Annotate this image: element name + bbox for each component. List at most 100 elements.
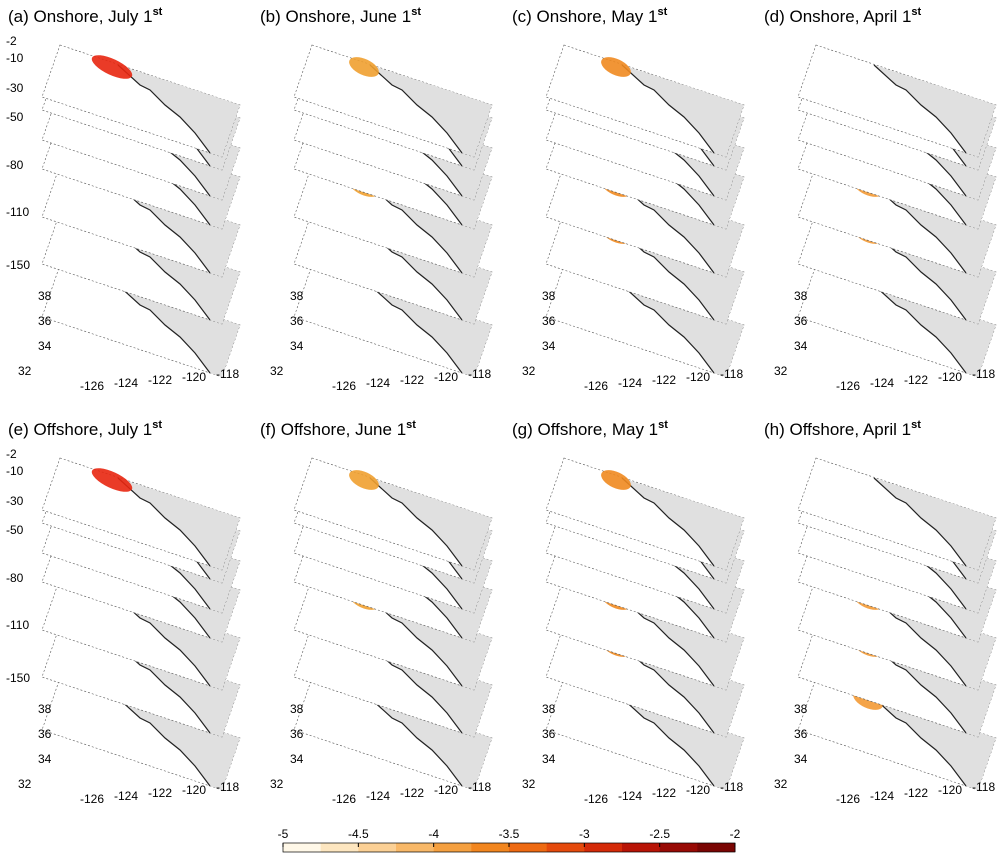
depth-label: -110 (6, 618, 29, 632)
lon-label: -126 (584, 792, 608, 806)
coastline (621, 697, 715, 787)
land (370, 232, 492, 324)
lat-label: 38 (542, 702, 556, 716)
panel-title-text: (a) Onshore, July 1 (8, 7, 153, 26)
coastline (117, 477, 211, 567)
coastline (873, 597, 967, 687)
depth-label: -80 (6, 571, 24, 585)
lon-label: -118 (972, 367, 995, 381)
colorbar-label: -2 (730, 827, 741, 841)
lat-label: 36 (290, 314, 304, 328)
panel-title-sup: st (911, 6, 921, 18)
colorbar-step (358, 843, 397, 852)
lon-label: -126 (80, 379, 104, 393)
coastline (873, 644, 967, 734)
lat-label: 34 (290, 339, 304, 353)
lon-label: -126 (584, 379, 608, 393)
panel-title: (b) Onshore, June 1st (260, 6, 421, 26)
lat-label: 36 (794, 727, 808, 741)
lon-label: -120 (686, 370, 710, 384)
lon-label: -120 (938, 370, 962, 384)
lat-label: 34 (290, 752, 304, 766)
coastline (873, 231, 967, 321)
coastline (369, 697, 463, 787)
lon-label: -120 (938, 783, 962, 797)
panel-title-text: (e) Offshore, July 1 (8, 420, 152, 439)
land (118, 185, 240, 277)
depth-label: -150 (6, 258, 30, 272)
lon-label: -118 (720, 780, 743, 794)
lon-label: -124 (366, 376, 390, 390)
coastline (621, 644, 715, 734)
lat-label: 34 (38, 752, 52, 766)
anomaly-patch (91, 55, 133, 79)
lat-label: 38 (290, 702, 304, 716)
land (370, 285, 492, 377)
lon-label: -120 (182, 370, 206, 384)
coastline (873, 697, 967, 787)
lat-label: 34 (38, 339, 52, 353)
land (874, 698, 996, 790)
land (622, 698, 744, 790)
lon-label: -122 (400, 373, 424, 387)
anomaly-patch (349, 57, 379, 77)
lon-label: -124 (114, 376, 138, 390)
colorbar-label: -3.5 (499, 827, 520, 841)
lon-label: -118 (216, 780, 239, 794)
lat-label: 32 (774, 364, 788, 378)
panel-title-sup: st (411, 6, 421, 18)
colorbar-label: -2.5 (649, 827, 670, 841)
panel-title: (e) Offshore, July 1st (8, 419, 162, 439)
lon-label: -120 (434, 370, 458, 384)
coastline (621, 231, 715, 321)
panel: (d) Onshore, April 1st 38 36 34 32 -126 -124 -1… (764, 6, 997, 393)
panel: (f) Offshore, June 1st 38 36 34 32 -126 -124 -1… (260, 419, 493, 806)
colorbar-step (584, 843, 623, 852)
colorbar-step (622, 843, 661, 852)
depth-label: -2 (6, 34, 17, 48)
land (874, 478, 996, 570)
lon-label: -120 (434, 783, 458, 797)
panel: (c) Onshore, May 1st 38 36 34 32 -126 -124 -122… (512, 6, 745, 393)
lat-label: 36 (38, 314, 52, 328)
depth-label: -30 (6, 81, 24, 95)
land (370, 478, 492, 570)
lon-label: -124 (618, 789, 642, 803)
depth-label: -10 (6, 464, 24, 478)
coastline (621, 284, 715, 374)
anomaly-patch (601, 57, 631, 77)
anomaly-patch (349, 470, 379, 490)
land (118, 285, 240, 377)
coastline (117, 644, 211, 734)
land (874, 598, 996, 690)
lon-label: -118 (468, 367, 491, 381)
colorbar-label: -3 (579, 827, 590, 841)
colorbar-label: -4.5 (348, 827, 369, 841)
lat-label: 38 (542, 289, 556, 303)
depth-label: -30 (6, 494, 24, 508)
coastline (117, 284, 211, 374)
panel: (g) Offshore, May 1st 38 36 34 32 -126 -124 -12… (512, 419, 745, 806)
lon-label: -118 (468, 780, 491, 794)
coastline (369, 597, 463, 687)
coastline (117, 184, 211, 274)
coastline (117, 597, 211, 687)
lat-label: 32 (522, 777, 536, 791)
lat-label: 38 (794, 702, 808, 716)
depth-label: -110 (6, 205, 29, 219)
coastline (873, 477, 967, 567)
lat-label: 34 (542, 752, 556, 766)
lat-label: 38 (38, 702, 52, 716)
colorbar-step (396, 843, 435, 852)
lon-label: -122 (904, 373, 928, 387)
coastline (369, 64, 463, 154)
coastline (117, 697, 211, 787)
land (370, 645, 492, 737)
panel-title: (g) Offshore, May 1st (512, 419, 668, 439)
panel-title-text: (c) Onshore, May 1 (512, 7, 658, 26)
lon-label: -126 (836, 379, 860, 393)
lat-label: 32 (18, 777, 32, 791)
coastline (621, 64, 715, 154)
